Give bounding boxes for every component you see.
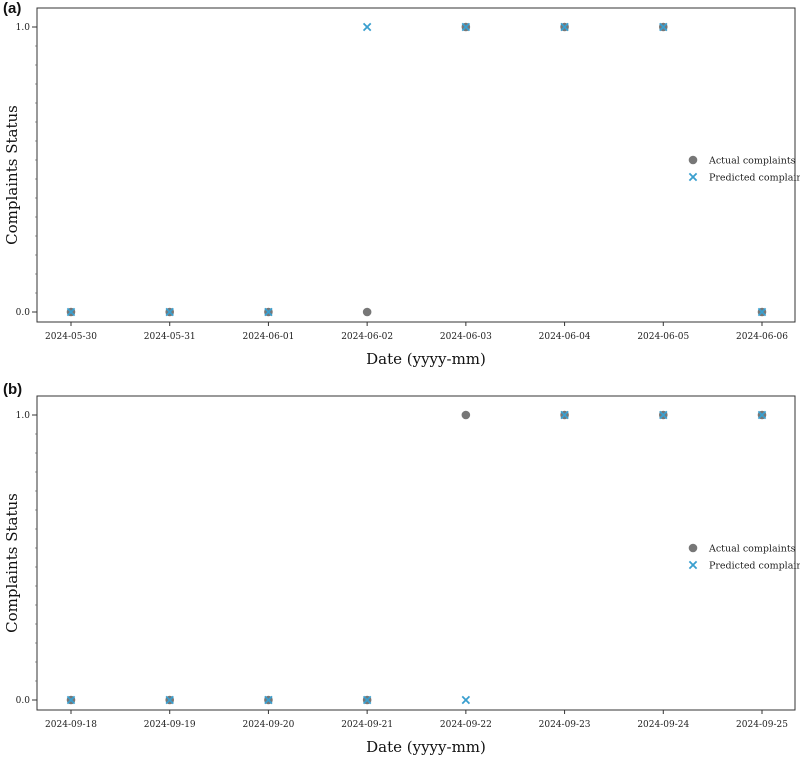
x-marker-stroke: [165, 307, 174, 317]
x-axis-title: Date (yyyy-mm): [366, 350, 486, 368]
x-marker-stroke: [165, 695, 174, 705]
legend-predicted-marker: [688, 172, 698, 182]
y-tick-label: 1.0: [16, 411, 31, 421]
x-tick-label: 2024-06-06: [736, 332, 788, 342]
predicted-complaint-point: [757, 307, 767, 317]
x-marker-stroke: [560, 22, 569, 32]
predicted-complaint-point: [560, 22, 569, 32]
x-marker-stroke: [362, 22, 372, 32]
predicted-complaint-point: [264, 307, 273, 317]
predicted-complaint-point: [461, 22, 471, 32]
x-marker-stroke: [688, 560, 698, 570]
predicted-complaint-point: [165, 307, 174, 317]
predicted-complaint-point: [165, 695, 174, 705]
x-marker-stroke: [688, 172, 698, 182]
y-axis-title: Complaints Status: [3, 105, 21, 245]
y-axis-title: Complaints Status: [3, 493, 21, 633]
panel-label-b: (b): [3, 381, 23, 398]
x-marker-stroke: [66, 307, 76, 317]
y-tick-label: 0.0: [16, 696, 31, 706]
predicted-complaint-point: [659, 22, 668, 32]
x-tick-label: 2024-06-02: [341, 332, 393, 342]
x-marker-stroke: [560, 410, 569, 420]
x-marker-stroke: [264, 695, 273, 705]
x-tick-label: 2024-09-23: [539, 720, 591, 730]
x-marker-stroke: [757, 307, 767, 317]
predicted-complaint-point: [362, 22, 372, 32]
predicted-complaint-point: [66, 695, 76, 705]
x-tick-label: 2024-09-25: [736, 720, 788, 730]
plot-frame: [36, 395, 796, 711]
legend-actual-label: Actual complaints: [708, 544, 796, 555]
x-marker-stroke: [362, 695, 372, 705]
x-marker-stroke: [66, 695, 76, 705]
actual-complaint-point: [461, 410, 471, 420]
x-tick-label: 2024-09-18: [45, 720, 97, 730]
predicted-complaint-point: [66, 307, 76, 317]
x-tick-label: 2024-06-03: [440, 332, 492, 342]
legend-actual-label: Actual complaints: [708, 156, 796, 167]
x-marker-stroke: [461, 22, 471, 32]
x-tick-label: 2024-09-21: [341, 720, 393, 730]
predicted-complaint-point: [757, 410, 767, 420]
y-tick-label: 0.0: [16, 308, 31, 318]
x-marker-stroke: [659, 22, 668, 32]
x-tick-label: 2024-09-20: [242, 720, 294, 730]
predicted-complaint-point: [560, 410, 569, 420]
legend-predicted-label: Predicted complaints: [709, 173, 800, 184]
panel-label-a: (a): [3, 0, 22, 17]
chart-b: 0.0 1.0 2024-09-18 2024-09-19 2024-09-20 2024…: [3, 395, 800, 756]
x-tick-label: 2024-09-22: [440, 720, 492, 730]
x-marker-stroke: [461, 695, 471, 705]
legend-actual-marker: [688, 543, 698, 553]
x-tick-label: 2024-05-31: [144, 332, 196, 342]
legend-predicted-label: Predicted complaints: [709, 561, 800, 572]
plot-frame: [36, 7, 796, 323]
x-tick-label: 2024-06-01: [242, 332, 294, 342]
legend-actual-marker: [688, 155, 698, 165]
x-marker-stroke: [264, 307, 273, 317]
x-marker-stroke: [659, 410, 668, 420]
predicted-complaint-point: [659, 410, 668, 420]
y-tick-label: 1.0: [16, 23, 31, 33]
predicted-complaint-point: [461, 695, 471, 705]
x-tick-label: 2024-06-05: [637, 332, 689, 342]
x-axis-title: Date (yyyy-mm): [366, 738, 486, 756]
predicted-complaint-point: [264, 695, 273, 705]
chart-a: 0.0 1.0 2024-05-30 2024-05-31 2024-06-01 2024…: [3, 7, 800, 368]
x-tick-label: 2024-06-04: [539, 332, 591, 342]
x-tick-label: 2024-05-30: [45, 332, 97, 342]
predicted-complaint-point: [362, 695, 372, 705]
legend-predicted-marker: [688, 560, 698, 570]
x-tick-label: 2024-09-24: [637, 720, 689, 730]
x-marker-stroke: [757, 410, 767, 420]
actual-complaint-point: [362, 307, 372, 317]
x-tick-label: 2024-09-19: [144, 720, 196, 730]
